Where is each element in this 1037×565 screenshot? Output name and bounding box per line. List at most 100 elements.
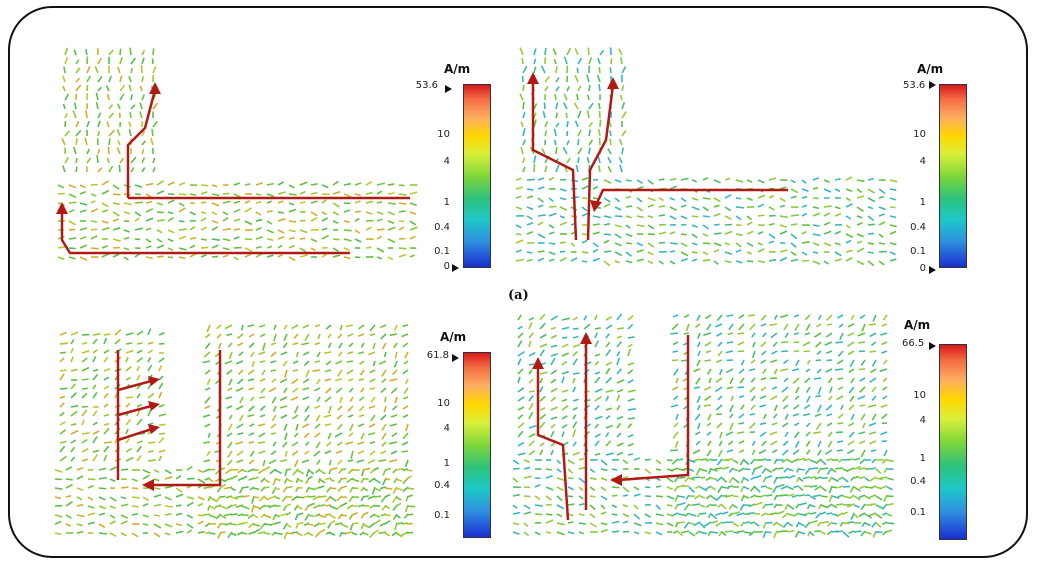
field-arrow [759, 422, 767, 426]
field-arrow [394, 351, 398, 359]
field-arrow [839, 521, 844, 527]
field-arrow [347, 459, 354, 463]
field-arrow [125, 376, 131, 381]
field-arrow [255, 245, 262, 249]
field-arrow [360, 432, 365, 440]
field-arrow [587, 47, 590, 56]
field-arrow [860, 530, 866, 537]
field-arrow [561, 370, 569, 375]
field-arrow [825, 404, 833, 411]
field-arrow [103, 367, 111, 372]
field-arrow [684, 512, 690, 517]
field-arrow [858, 440, 866, 445]
field-arrow [871, 359, 877, 367]
field-arrow [636, 179, 643, 184]
field-arrow [197, 469, 204, 474]
field-arrow [533, 66, 537, 74]
field-arrow [324, 378, 332, 382]
field-arrow [130, 57, 136, 65]
field-arrow [381, 378, 387, 384]
field-arrow [255, 226, 262, 231]
field-arrow [732, 468, 740, 472]
field-arrow [227, 342, 233, 348]
field-arrow [271, 396, 277, 404]
field-arrow [158, 437, 165, 444]
field-arrow [804, 332, 811, 336]
field-arrow [815, 341, 822, 348]
field-arrow [725, 431, 734, 436]
field-arrow [340, 523, 349, 528]
field-arrow [59, 445, 66, 453]
field-arrow [59, 402, 65, 408]
field-arrow [746, 179, 753, 183]
field-arrow [715, 494, 723, 502]
field-arrow [828, 485, 833, 494]
field-arrow [373, 495, 382, 498]
field-arrow [226, 369, 233, 375]
field-arrow [600, 486, 607, 492]
field-arrow [237, 378, 244, 385]
field-arrow [75, 166, 78, 173]
field-arrow [867, 223, 875, 226]
field-arrow [721, 511, 729, 515]
field-arrow [805, 323, 811, 331]
field-arrow [636, 197, 643, 203]
field-arrow [879, 332, 888, 336]
field-arrow [655, 459, 662, 465]
field-arrow [270, 369, 277, 372]
field-arrow [92, 430, 100, 435]
field-arrow [846, 449, 855, 455]
field-arrow [351, 522, 359, 525]
field-arrow [702, 258, 711, 262]
field-arrow [365, 200, 374, 204]
field-arrow [858, 467, 866, 471]
field-arrow [798, 531, 806, 535]
field-arrow [251, 360, 255, 368]
field-arrow [677, 521, 685, 524]
field-arrow [109, 466, 117, 471]
field-arrow [692, 458, 701, 462]
field-arrow [156, 211, 164, 214]
tick-label: 10 [437, 129, 450, 140]
field-arrow [68, 228, 76, 231]
field-arrow [562, 102, 568, 110]
field-arrow [373, 478, 381, 484]
field-arrow [670, 332, 679, 335]
field-arrow [339, 324, 343, 331]
tick-label: 0.1 [910, 507, 926, 518]
field-arrow [152, 157, 156, 164]
field-arrow [879, 368, 888, 373]
field-arrow [732, 522, 740, 528]
field-arrow [164, 532, 171, 536]
field-arrow [359, 369, 365, 376]
field-arrow [793, 332, 800, 336]
field-arrow [728, 323, 734, 331]
field-arrow [526, 188, 534, 191]
field-arrow [158, 455, 163, 462]
field-arrow [618, 48, 623, 56]
field-arrow [365, 211, 373, 215]
field-arrow [136, 445, 142, 453]
field-arrow [65, 478, 73, 481]
field-arrow [704, 359, 712, 362]
field-arrow [773, 476, 778, 484]
field-arrow [158, 357, 165, 363]
field-arrow [178, 228, 187, 231]
field-arrow [875, 468, 882, 474]
field-arrow [79, 191, 86, 195]
field-arrow [101, 189, 110, 195]
field-arrow [625, 205, 633, 208]
field-arrow [809, 467, 819, 470]
field-arrow [338, 342, 343, 349]
field-arrow [716, 332, 723, 337]
field-arrow [230, 523, 237, 526]
field-arrow [92, 373, 99, 381]
field-arrow [87, 505, 95, 509]
field-arrow [849, 395, 855, 402]
field-arrow [528, 351, 536, 357]
field-arrow [831, 495, 840, 499]
field-arrow [706, 323, 712, 331]
field-arrow [528, 402, 534, 411]
field-arrow [90, 208, 99, 213]
field-arrow [772, 530, 778, 539]
